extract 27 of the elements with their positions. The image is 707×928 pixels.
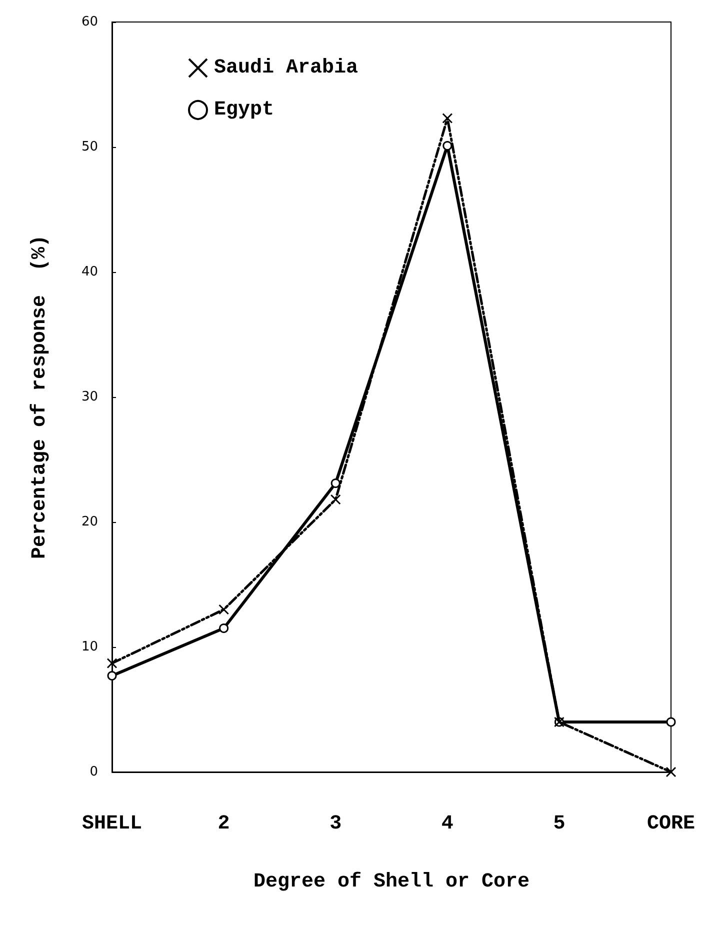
point bbox=[442, 113, 453, 124]
x-tick-label: SHELL bbox=[82, 812, 142, 836]
legend-label: Saudi Arabia bbox=[214, 56, 358, 80]
point bbox=[219, 624, 229, 633]
point bbox=[107, 671, 117, 680]
x-tick-label: 2 bbox=[218, 812, 230, 836]
point bbox=[330, 478, 340, 488]
point bbox=[666, 717, 676, 727]
legend-label: Egypt bbox=[214, 98, 274, 122]
point bbox=[442, 141, 452, 150]
point bbox=[330, 494, 341, 505]
y-tick-label: 50 bbox=[81, 140, 98, 154]
point bbox=[218, 604, 230, 615]
x-tick-label: 3 bbox=[330, 812, 342, 836]
y-tick-label: 20 bbox=[81, 514, 98, 530]
y-tick-label: 10 bbox=[81, 640, 98, 654]
y-tick-label: 0 bbox=[90, 764, 98, 780]
y-tick-label: 60 bbox=[81, 14, 98, 30]
y-tick-label: 30 bbox=[81, 390, 98, 404]
x-tick-label: 4 bbox=[441, 812, 454, 836]
point bbox=[106, 658, 118, 668]
y-tick-label: 40 bbox=[81, 264, 98, 280]
point bbox=[666, 766, 676, 778]
x-tick-label: 5 bbox=[553, 812, 566, 836]
y-axis-title: Percentage of response (%) bbox=[28, 234, 52, 560]
x-axis-title: Degree of Shell or Core bbox=[253, 870, 530, 894]
x-tick-label: CORE bbox=[646, 812, 696, 836]
